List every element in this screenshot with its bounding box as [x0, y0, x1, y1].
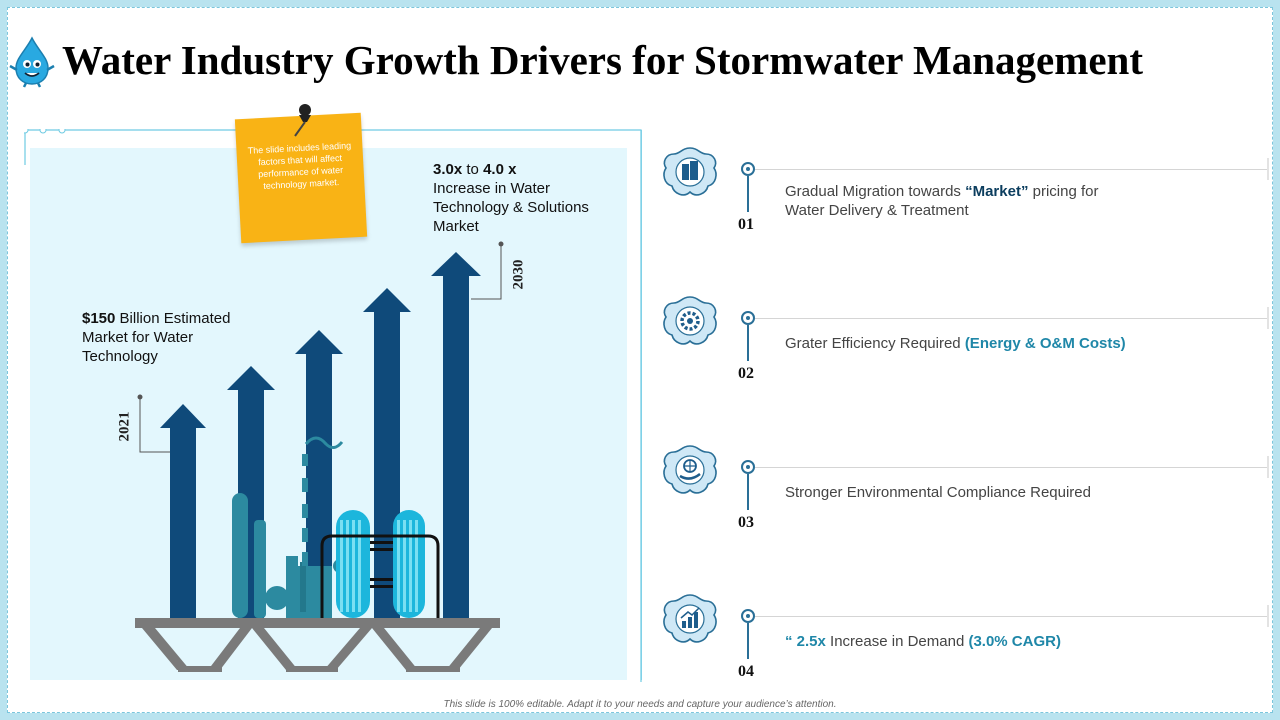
- push-pin-icon: [294, 104, 311, 137]
- value-low: 3.0x: [433, 161, 463, 178]
- separator-tick: [1267, 158, 1269, 180]
- divider-line: [641, 130, 642, 680]
- sticky-note-text: The slide includes leading factors that …: [247, 140, 352, 191]
- market-value: $150: [82, 310, 116, 327]
- gear-icon: [663, 296, 717, 345]
- driver-item-01: 01 Gradual Migration towards “Market” pr…: [655, 144, 1270, 244]
- driver-text: “ 2.5x Increase in Demand (3.0% CAGR): [785, 632, 1225, 651]
- driver-text-a: Gradual Migration towards: [785, 183, 966, 200]
- year-2030-label: 2030: [510, 259, 527, 290]
- driver-text: Grater Efficiency Required (Energy & O&M…: [785, 334, 1225, 353]
- value-connector: to: [466, 161, 479, 178]
- annotation-2021: $150 Billion Estimated Market for Water …: [82, 309, 267, 366]
- driver-highlight: (3.0% CAGR): [968, 633, 1061, 650]
- driver-highlight: (Energy & O&M Costs): [964, 335, 1126, 352]
- timeline-dot: [741, 460, 755, 474]
- driver-highlight: “Market”: [965, 183, 1029, 200]
- water-drop-mascot-icon: [9, 36, 55, 88]
- timeline-stem: [747, 325, 749, 361]
- annotation-2030-text: Increase in Water Technology & Solutions…: [433, 180, 589, 235]
- driver-text: Stronger Environmental Compliance Requir…: [785, 483, 1225, 502]
- driver-text-a: Stronger Environmental Compliance Requir…: [785, 484, 1091, 501]
- timeline-stem: [747, 623, 749, 659]
- timeline-stem: [747, 474, 749, 510]
- platform: [135, 618, 500, 672]
- separator-line: [755, 467, 1267, 468]
- driver-text: Gradual Migration towards “Market” prici…: [785, 182, 1115, 220]
- year-2021-label: 2021: [116, 411, 133, 442]
- driver-item-02: 02 Grater Efficiency Required (Energy & …: [655, 293, 1270, 393]
- separator-line: [755, 169, 1267, 170]
- separator-tick: [1267, 605, 1269, 627]
- driver-text-a: Grater Efficiency Required: [785, 335, 965, 352]
- building-icon: [663, 147, 717, 196]
- driver-quote: “ 2.5x: [785, 633, 826, 650]
- bar-chart-icon: [663, 594, 717, 643]
- treatment-plant: [232, 436, 440, 618]
- timeline-dot: [741, 162, 755, 176]
- driver-number: 04: [738, 663, 754, 680]
- separator-tick: [1267, 456, 1269, 478]
- annotation-2021-text: Billion Estimated Market for Water Techn…: [82, 310, 231, 365]
- driver-number: 03: [738, 514, 754, 531]
- driver-text-a: Increase in Demand: [825, 633, 969, 650]
- driver-item-03: 03 Stronger Environmental Compliance Req…: [655, 442, 1270, 542]
- value-high: 4.0 x: [483, 161, 517, 178]
- footer-note: This slide is 100% editable. Adapt it to…: [443, 699, 837, 710]
- driver-text-b: pricing for Water Delivery & Treatment: [785, 183, 1099, 219]
- driver-number: 01: [738, 216, 754, 233]
- timeline-dot: [741, 609, 755, 623]
- annotation-2030: 3.0x to 4.0 x Increase in Water Technolo…: [433, 160, 608, 236]
- growth-arrows-illustration: [135, 241, 504, 672]
- separator-line: [755, 318, 1267, 319]
- timeline-stem: [747, 176, 749, 212]
- driver-item-04: 04 “ 2.5x Increase in Demand (3.0% CAGR): [655, 591, 1270, 691]
- driver-number: 02: [738, 365, 754, 382]
- separator-line: [755, 616, 1267, 617]
- timeline-dot: [741, 311, 755, 325]
- globe-hand-icon: [663, 445, 717, 494]
- page-title: Water Industry Growth Drivers for Stormw…: [62, 37, 1144, 83]
- separator-tick: [1267, 307, 1269, 329]
